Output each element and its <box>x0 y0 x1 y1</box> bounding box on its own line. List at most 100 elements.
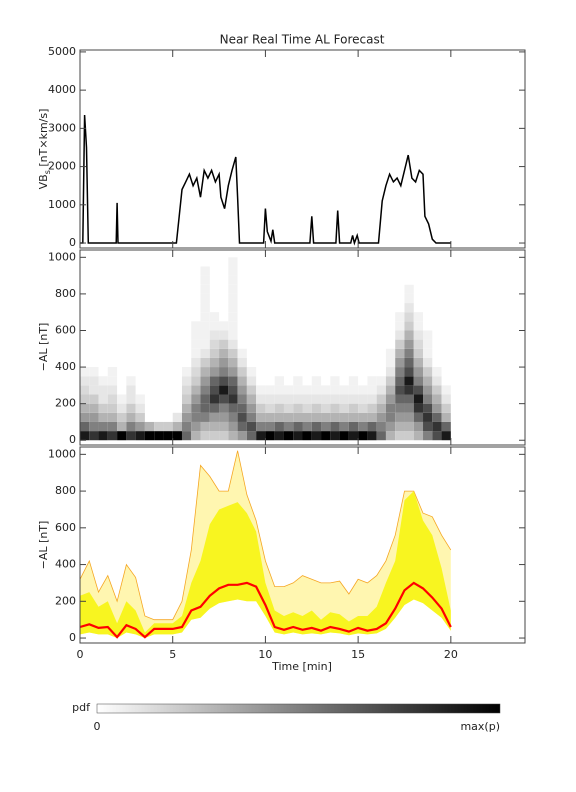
pdf-cell <box>219 385 229 395</box>
pdf-cell <box>367 394 377 404</box>
pdf-cell <box>200 431 210 441</box>
pdf-cell <box>107 421 118 432</box>
pdf-cell <box>209 330 220 340</box>
pdf-cell <box>339 412 349 422</box>
inner-band <box>80 491 451 638</box>
colorbar-label: pdf <box>72 701 91 714</box>
y-label-main: VB <box>37 174 50 189</box>
pdf-cell <box>321 431 331 441</box>
pdf-cell <box>274 421 284 432</box>
chart-title: Near Real Time AL Forecast <box>220 33 385 47</box>
pdf-cell <box>413 403 424 413</box>
pdf-cell <box>117 431 127 441</box>
pdf-cell <box>404 385 414 395</box>
pdf-cell <box>413 312 424 322</box>
pdf-cell <box>209 394 220 404</box>
y-tick-label: 5000 <box>48 45 76 58</box>
pdf-cell <box>200 293 210 304</box>
pdf-cell <box>209 412 220 422</box>
pdf-cell <box>219 403 229 413</box>
pdf-cell <box>219 431 229 441</box>
pdf-cell <box>191 403 201 413</box>
pdf-cell <box>423 421 433 432</box>
pdf-cell <box>339 431 349 441</box>
pdf-cell <box>200 412 210 422</box>
pdf-cell <box>209 312 220 322</box>
pdf-cell <box>228 321 238 331</box>
pdf-cell <box>181 376 192 386</box>
pdf-cell <box>274 431 284 441</box>
pdf-cell <box>219 321 229 331</box>
pdf-cell <box>237 348 247 358</box>
y-tick-label: 2000 <box>48 160 76 173</box>
pdf-cell <box>358 403 368 413</box>
x-tick-label: 5 <box>169 648 176 661</box>
pdf-cell <box>348 431 359 441</box>
pdf-cell <box>330 412 340 422</box>
outer-band-edge <box>79 450 452 621</box>
pdf-cell <box>256 431 266 441</box>
pdf-cell <box>200 312 210 322</box>
pdf-cell <box>395 357 405 368</box>
pdf-cell <box>367 431 377 441</box>
pdf-cell <box>348 385 359 395</box>
x-tick-label: 20 <box>444 648 458 661</box>
y-tick-label: 1000 <box>48 198 76 211</box>
pdf-cell <box>237 394 247 404</box>
y-tick-label: 4000 <box>48 83 76 96</box>
pdf-cell <box>330 394 340 404</box>
pdf-cell <box>358 431 368 441</box>
pdf-cell <box>117 412 127 422</box>
pdf-cell <box>283 385 294 395</box>
pdf-cell <box>181 394 192 404</box>
pdf-cell <box>246 385 257 395</box>
pdf-cell <box>209 403 220 413</box>
pdf-cell <box>228 330 238 340</box>
pdf-cell <box>181 421 192 432</box>
pdf-cell <box>228 412 238 422</box>
y-tick-label: 800 <box>55 287 76 300</box>
x-tick-label: 10 <box>258 648 272 661</box>
pdf-cell <box>395 403 405 413</box>
pdf-cell <box>423 339 433 349</box>
pdf-cell <box>321 394 331 404</box>
pdf-cell <box>413 385 424 395</box>
y-tick-label: 400 <box>55 360 76 373</box>
pdf-cell <box>219 330 229 340</box>
pdf-cell <box>441 385 451 395</box>
pdf-cell <box>395 412 405 422</box>
plot-frame <box>79 49 526 249</box>
pdf-cell <box>107 367 118 377</box>
pdf-cell <box>395 394 405 404</box>
pdf-cell <box>228 385 238 395</box>
pdf-cell <box>404 339 414 349</box>
pdf-cell <box>441 412 451 422</box>
pdf-cell <box>98 412 108 422</box>
y-tick-label: 600 <box>55 521 76 534</box>
pdf-cell <box>200 266 210 276</box>
pdf-cell <box>293 403 303 413</box>
pdf-cell <box>126 412 136 422</box>
pdf-cell <box>228 348 238 358</box>
y-label-unit: [nT×km/s] <box>37 109 50 171</box>
pdf-cell <box>413 394 424 404</box>
pdf-cell <box>163 421 173 432</box>
pdf-cell <box>423 403 433 413</box>
pdf-cell <box>117 421 127 432</box>
pdf-cell <box>395 421 405 432</box>
colorbar <box>96 703 501 714</box>
pdf-cell <box>311 376 322 386</box>
pdf-cell <box>256 403 266 413</box>
pdf-cell <box>321 385 331 395</box>
pdf-cell <box>321 403 331 413</box>
pdf-cell <box>219 421 229 432</box>
pdf-cell <box>135 394 145 404</box>
pdf-cell <box>376 385 386 395</box>
pdf-cell <box>80 421 90 432</box>
pdf-cell <box>181 385 192 395</box>
pdf-cell <box>348 412 359 422</box>
pdf-cell <box>191 330 201 340</box>
pdf-cell <box>293 376 303 386</box>
pdf-cell <box>172 412 182 422</box>
pdf-cell <box>413 421 424 432</box>
